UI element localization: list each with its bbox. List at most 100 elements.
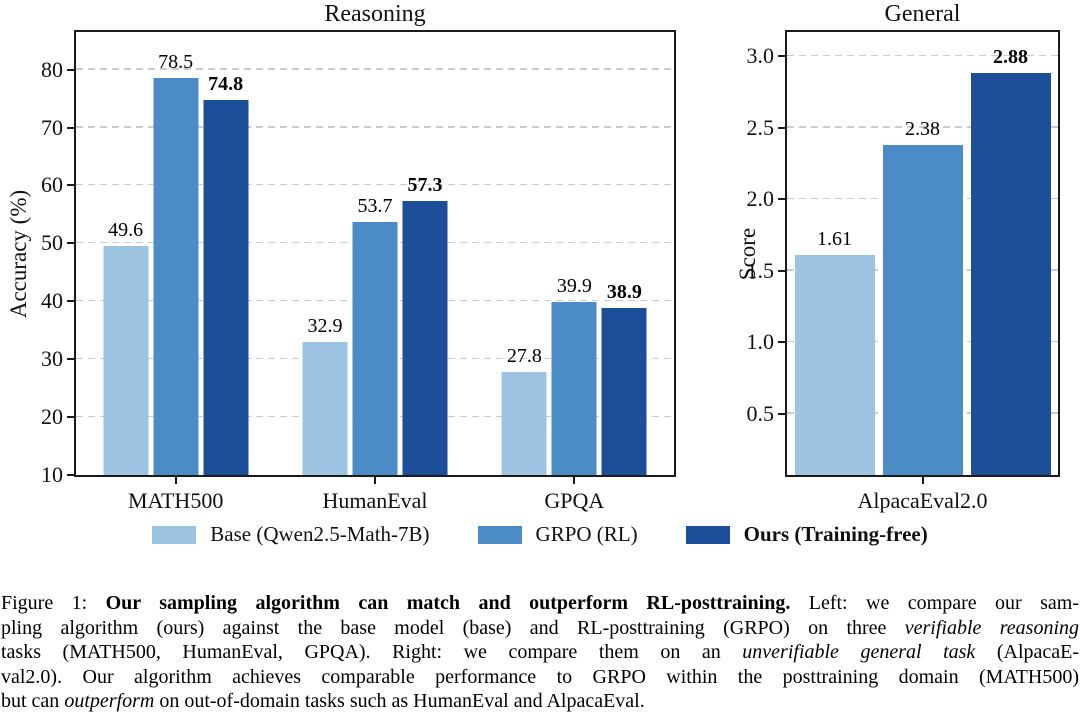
y-tick-mark-2 — [778, 198, 785, 201]
y-tick-mark-10 — [67, 474, 74, 476]
y-tick-mark-50 — [67, 242, 74, 245]
caption-line: but can outperform on out-of-domain task… — [1, 689, 1079, 714]
y-tick-label: 3.0 — [746, 43, 775, 69]
bar: 78.5 — [153, 51, 199, 475]
bar: 32.9 — [302, 315, 348, 475]
bar-group-alpacaeval2.0: 1.61 2.38 2.88 — [794, 32, 1051, 475]
bar-group-gpqa: 27.8 39.9 38.9 — [501, 32, 647, 475]
x-category-label: AlpacaEval2.0 — [857, 488, 988, 513]
caption-text: on out-of-domain tasks such as HumanEval… — [154, 690, 645, 712]
legend-label: Base (Qwen2.5-Math-7B) — [210, 522, 430, 546]
x-tick-mark — [374, 477, 376, 484]
y-tick-label: 60 — [41, 172, 63, 198]
legend-item: Ours (Training-free) — [685, 522, 928, 547]
gridline-y-2.5 — [787, 126, 1058, 128]
bar: 74.8 — [203, 73, 249, 475]
y-tick-label: 0.5 — [746, 400, 775, 426]
caption-line: tasks (MATH500, HumanEval, GPQA). Right:… — [1, 640, 1079, 665]
legend-swatch — [477, 525, 522, 544]
y-tick-label: 30 — [41, 346, 63, 372]
y-tick-mark-3 — [778, 55, 785, 58]
y-tick-label: 1.5 — [746, 257, 775, 283]
y-tick-mark-30 — [67, 358, 74, 361]
bar-value-label: 57.3 — [407, 174, 443, 197]
reasoning-y-axis-label: Accuracy (%) — [2, 30, 36, 477]
legend-label: GRPO (RL) — [535, 522, 638, 546]
bar: 1.61 — [794, 228, 875, 475]
y-tick-label: 1.0 — [746, 329, 775, 355]
bar: 2.38 — [882, 118, 963, 475]
y-tick-mark-70 — [67, 126, 74, 129]
bar-value-label: 38.9 — [606, 280, 642, 303]
y-tick-mark-40 — [67, 300, 74, 303]
figure-caption: Figure 1: Our sampling algorithm can mat… — [1, 591, 1079, 714]
general-chart-title: General — [884, 1, 961, 27]
y-tick-label: 2.0 — [746, 186, 775, 212]
legend-label: Ours (Training-free) — [743, 522, 928, 546]
bar: 38.9 — [601, 281, 647, 475]
caption-bold-text: Our sampling algorithm can match and out… — [105, 592, 791, 614]
legend-swatch — [685, 525, 730, 544]
bar-value-label: 53.7 — [357, 194, 393, 217]
caption-text: Figure 1: — [1, 592, 106, 614]
gridline-y-3 — [787, 54, 1058, 57]
caption-text: Left: we compare our sam- — [790, 592, 1079, 614]
x-category-label: HumanEval — [322, 488, 428, 513]
y-tick-mark-20 — [67, 416, 74, 419]
gridline-y-70 — [76, 126, 674, 128]
caption-italic-text: unverifiable general task — [742, 641, 976, 663]
y-tick-mark-2.5 — [778, 126, 785, 129]
y-tick-mark-1 — [778, 341, 785, 344]
y-tick-mark-1.5 — [778, 269, 785, 272]
bar-value-label: 49.6 — [108, 218, 144, 241]
x-tick-mark — [174, 477, 177, 484]
bar-value-label: 2.38 — [905, 117, 940, 140]
y-tick-label: 20 — [41, 404, 63, 430]
caption-italic-text: verifiable reasoning — [904, 616, 1079, 639]
legend: Base (Qwen2.5-Math-7B) GRPO (RL) Ours (Tra… — [0, 522, 1080, 547]
y-tick-mark-60 — [67, 184, 74, 187]
general-y-axis-label: Score — [731, 30, 765, 477]
bar-group-math500: 49.6 78.5 74.8 — [103, 32, 249, 475]
x-tick-mark — [573, 477, 576, 484]
legend-swatch — [152, 525, 197, 544]
bar: 53.7 — [352, 195, 398, 475]
bar-value-label: 32.9 — [307, 315, 343, 338]
bar: 39.9 — [551, 275, 597, 475]
y-tick-label: 10 — [41, 462, 63, 487]
legend-item: GRPO (RL) — [477, 522, 638, 547]
caption-italic-text: outperform — [64, 690, 155, 712]
y-tick-mark-80 — [67, 68, 74, 71]
caption-text: (AlpacaE- — [975, 641, 1080, 663]
caption-text: but can — [1, 690, 65, 712]
bar-value-label: 74.8 — [208, 72, 244, 95]
x-category-label: MATH500 — [127, 488, 224, 513]
y-tick-mark-0.5 — [778, 412, 785, 415]
x-category-label: GPQA — [544, 488, 605, 513]
general-plot-area: 0.5 1.0 1.5 2.0 2.5 3.0 AlpacaEval2.0 1.61 2.38 2… — [747, 30, 1060, 513]
bar-value-label: 1.61 — [817, 227, 852, 250]
caption-text: pling algorithm (ours) against the base … — [1, 616, 905, 639]
bar: 2.88 — [970, 46, 1051, 475]
caption-line: Figure 1: Our sampling algorithm can mat… — [1, 591, 1079, 616]
gridline-y-60 — [76, 183, 674, 186]
bar: 49.6 — [103, 219, 149, 475]
bar: 57.3 — [402, 174, 448, 475]
bar-value-label: 78.5 — [158, 51, 194, 74]
reasoning-y-axis-label-text: Accuracy (%) — [6, 189, 31, 318]
gridline-y-80 — [76, 68, 674, 70]
caption-text: tasks (MATH500, HumanEval, GPQA). Right:… — [1, 641, 743, 663]
caption-line: val2.0). Our algorithm achieves comparab… — [1, 665, 1079, 690]
bar-value-label: 2.88 — [993, 46, 1028, 69]
caption-line: pling algorithm (ours) against the base … — [1, 616, 1079, 641]
y-tick-label: 2.5 — [746, 114, 775, 140]
reasoning-plot-area: 10 20 30 40 50 60 70 80 MATH500 49.6 78.5 74.8 Human… — [41, 30, 676, 513]
bar-value-label: 27.8 — [506, 344, 542, 367]
general-y-axis-label-text: Score — [735, 227, 760, 280]
y-tick-label: 70 — [41, 114, 63, 140]
reasoning-chart-title: Reasoning — [324, 1, 426, 27]
y-tick-label: 50 — [41, 230, 63, 256]
legend-item: Base (Qwen2.5-Math-7B) — [152, 522, 430, 547]
y-tick-label: 40 — [41, 288, 63, 314]
bar-group-humaneval: 32.9 53.7 57.3 — [302, 32, 448, 475]
